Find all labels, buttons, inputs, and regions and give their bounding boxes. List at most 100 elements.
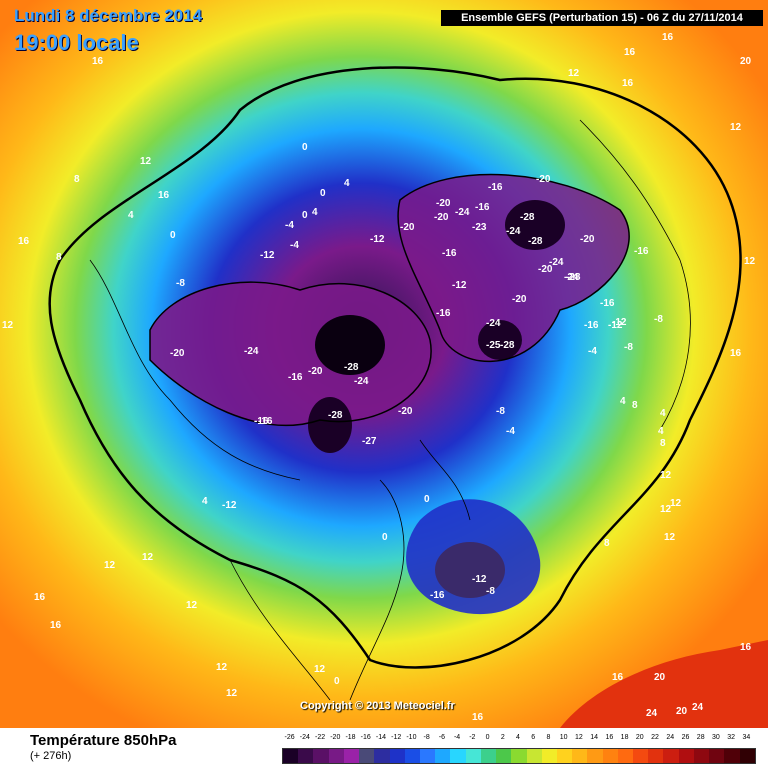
contour-label: -28: [328, 410, 343, 421]
contour-label: 16: [50, 620, 62, 631]
contour-label: 4: [344, 178, 350, 189]
contour-label: -20: [170, 348, 185, 359]
contour-label: 16: [472, 712, 484, 723]
contour-label: -4: [588, 346, 597, 357]
contour-label: -8: [176, 278, 185, 289]
temperature-850hpa-map: 16 20 16 16 16 12 12 0 0 4 4 8 12 16 12 …: [0, 0, 768, 728]
scale-swatch: [480, 749, 497, 763]
scale-swatch: [739, 749, 755, 763]
contour-label: -20: [536, 174, 551, 185]
scale-label: -2: [469, 734, 476, 741]
scale-swatch: [359, 749, 375, 763]
contour-label: -25: [486, 340, 501, 351]
contour-label: 12: [660, 470, 672, 481]
scale-swatch: [374, 749, 390, 763]
contour-label: 4: [620, 396, 626, 407]
contour-label: 12: [314, 664, 326, 675]
contour-label: -12: [260, 250, 275, 261]
contour-label: -24: [564, 272, 579, 283]
contour-label: -16: [258, 416, 273, 427]
contour-label: 12: [744, 256, 756, 267]
contour-label: -12: [612, 317, 627, 328]
contour-label: -16: [475, 202, 490, 213]
scale-swatch: [541, 749, 557, 763]
contour-label: 0: [320, 188, 326, 199]
scale-label: -26: [284, 734, 295, 741]
contour-label: 4: [312, 207, 318, 218]
contour-label: 20: [654, 672, 666, 683]
contour-label: -23: [472, 222, 487, 233]
contour-label: -4: [285, 220, 294, 231]
contour-label: -24: [455, 207, 470, 218]
contour-label: -28: [566, 272, 581, 283]
contour-label: 20: [676, 706, 688, 717]
contour-label: -16: [288, 372, 303, 383]
scale-label: 14: [590, 734, 599, 741]
scale-swatch: [283, 749, 299, 763]
scale-label: 2: [500, 734, 505, 741]
contour-label: -16: [600, 298, 615, 309]
scale-label: -12: [391, 734, 402, 741]
scale-label: -4: [453, 734, 461, 741]
contour-label: -20: [398, 406, 413, 417]
scale-swatch: [617, 749, 634, 763]
scale-label: -16: [360, 734, 371, 741]
contour-label: 12: [568, 68, 580, 79]
scale-label: -14: [375, 734, 387, 741]
contour-label: 0: [424, 494, 430, 505]
scale-label: 28: [696, 734, 705, 741]
variable-title: Température 850hPa: [30, 732, 177, 749]
scale-swatch: [343, 749, 360, 763]
contour-label: 0: [334, 676, 340, 687]
contour-label: -24: [506, 226, 521, 237]
scale-label: -8: [423, 734, 430, 741]
scale-label: -6: [438, 734, 445, 741]
contour-label: 16: [740, 642, 752, 653]
contour-label: -16: [436, 308, 451, 319]
contour-label: -8: [486, 586, 495, 597]
scale-label: 10: [559, 734, 568, 741]
scale-label: 8: [546, 734, 551, 741]
contour-label: 8: [632, 400, 638, 411]
scale-swatch: [633, 749, 649, 763]
contour-label: -20: [434, 212, 449, 223]
scale-swatch: [465, 749, 481, 763]
scale-swatch: [389, 749, 405, 763]
contour-label: -12: [370, 234, 385, 245]
contour-label: -24: [549, 257, 564, 268]
contour-label: -12: [452, 280, 467, 291]
copyright-notice: Copyright © 2013 Meteociel.fr: [300, 700, 455, 712]
contour-label: 20: [740, 56, 752, 67]
contour-label: 16: [92, 56, 104, 67]
scale-swatch: [648, 749, 664, 763]
scale-label: 24: [666, 734, 675, 741]
contour-label: 4: [660, 408, 666, 419]
contour-label: 4: [658, 426, 664, 437]
contour-label: -20: [512, 294, 527, 305]
contour-label: 4: [202, 496, 208, 507]
contour-label: -8: [496, 406, 505, 417]
scale-label: -22: [315, 734, 326, 741]
contour-label: -16: [442, 248, 457, 259]
contour-label: -20: [308, 366, 323, 377]
contour-label: 8: [56, 252, 62, 263]
scale-swatch: [404, 749, 420, 763]
contour-label: 8: [604, 538, 610, 549]
contour-label: -24: [486, 318, 501, 329]
contour-label: 12: [670, 498, 682, 509]
contour-label: 12: [730, 122, 742, 133]
contour-label: -16: [430, 590, 445, 601]
scale-swatch: [663, 749, 679, 763]
scale-swatch: [693, 749, 710, 763]
contour-label: -24: [354, 376, 369, 387]
scale-swatch: [587, 749, 603, 763]
scale-swatch: [556, 749, 573, 763]
scale-swatch: [298, 749, 314, 763]
contour-label: 12: [186, 600, 198, 611]
contour-label: -28: [528, 236, 543, 247]
contour-label: 16: [622, 78, 634, 89]
scale-swatch: [724, 749, 740, 763]
color-scale-bar: [282, 748, 756, 764]
contour-label: 12: [142, 552, 154, 563]
contour-label: -28: [500, 340, 515, 351]
